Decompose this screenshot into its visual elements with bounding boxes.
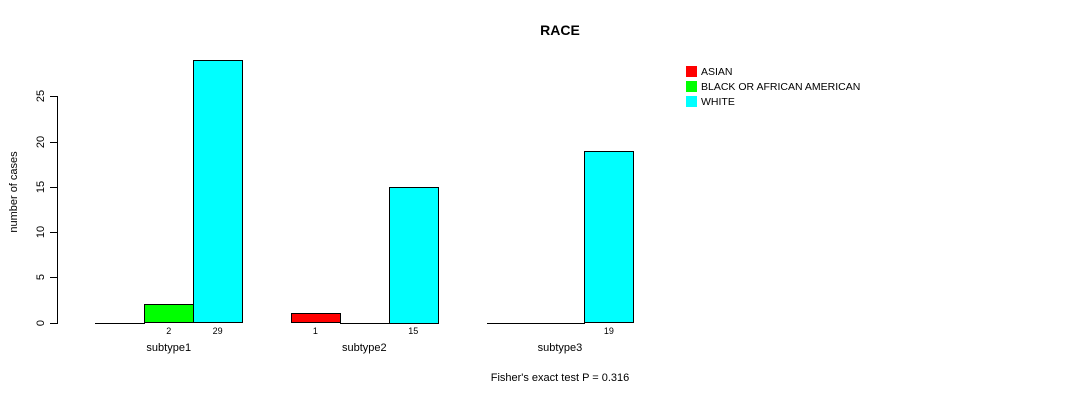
legend-swatch-icon <box>686 66 697 77</box>
x-category-label: subtype3 <box>537 342 583 354</box>
y-axis-line <box>57 96 58 324</box>
chart-title: RACE <box>540 22 580 38</box>
y-tick-label: 20 <box>35 135 47 148</box>
legend-label: WHITE <box>701 95 735 108</box>
y-tick <box>50 141 57 143</box>
zero-bar-line <box>95 322 146 324</box>
bar-value-label: 15 <box>408 326 419 336</box>
bar <box>193 60 244 324</box>
x-category-label: subtype1 <box>146 342 192 354</box>
legend-swatch-icon <box>686 81 697 92</box>
bar-value-label: 2 <box>166 326 172 336</box>
bar-value-label: 29 <box>212 326 223 336</box>
fisher-test-note: Fisher's exact test P = 0.316 <box>490 372 630 384</box>
y-tick <box>50 232 57 233</box>
bar <box>388 186 439 324</box>
y-tick <box>50 322 57 324</box>
legend-item: BLACK OR AFRICAN AMERICAN <box>686 79 860 94</box>
legend-label: ASIAN <box>701 65 733 78</box>
legend: ASIAN BLACK OR AFRICAN AMERICAN WHITE <box>686 64 860 109</box>
bar-value-label: 1 <box>312 326 318 336</box>
y-tick-label: 15 <box>35 180 47 193</box>
y-tick <box>50 186 57 188</box>
zero-bar-line <box>339 322 390 324</box>
zero-bar-line <box>535 322 586 324</box>
y-tick-label: 5 <box>35 274 47 281</box>
y-tick-label: 25 <box>35 90 47 103</box>
y-tick <box>50 277 57 279</box>
legend-item: ASIAN <box>686 64 860 79</box>
zero-bar-line <box>486 322 537 324</box>
bar-value-label: 19 <box>603 326 614 336</box>
bar <box>291 313 341 324</box>
legend-item: WHITE <box>686 94 860 109</box>
y-tick-label: 0 <box>35 319 47 326</box>
legend-label: BLACK OR AFRICAN AMERICAN <box>701 80 861 93</box>
y-tick-label: 10 <box>35 225 47 239</box>
bar <box>144 304 195 324</box>
y-tick <box>50 96 57 98</box>
y-axis-label: number of cases <box>8 151 20 233</box>
x-category-label: subtype2 <box>342 342 387 354</box>
legend-swatch-icon <box>686 96 697 107</box>
bar <box>584 150 635 324</box>
